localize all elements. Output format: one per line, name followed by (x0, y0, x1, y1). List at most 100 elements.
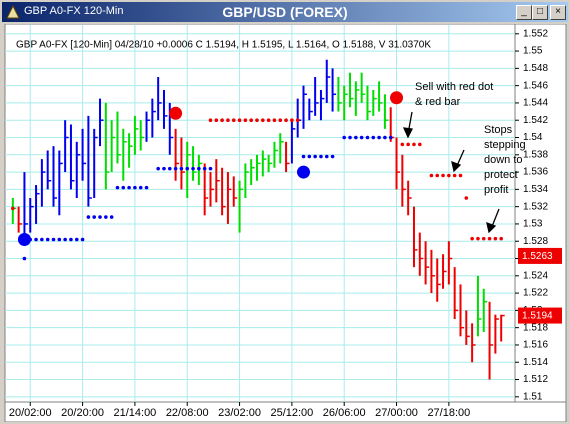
stop-dot (406, 142, 410, 147)
stop-dot (295, 118, 300, 123)
y-tick-label: 1.546 (523, 80, 548, 91)
time-axis (4, 401, 567, 422)
stop-dot (92, 215, 97, 219)
price-marker-label: 1.5263 (522, 251, 553, 262)
stop-dot (365, 135, 370, 140)
x-tick-label: 21/14:00 (113, 407, 156, 419)
y-tick-label: 1.542 (523, 115, 548, 126)
stop-dot (208, 166, 213, 171)
stop-dot (301, 154, 306, 159)
stop-dot (138, 185, 143, 190)
stop-dot (104, 215, 108, 219)
y-tick-label: 1.538 (523, 149, 548, 160)
stop-dot (435, 173, 440, 178)
stop-dot (290, 118, 294, 123)
stop-dot (127, 185, 131, 190)
stop-dot (173, 166, 178, 171)
x-tick-label: 27/00:00 (375, 407, 418, 419)
stop-dot (272, 118, 277, 123)
x-tick-label: 20/20:00 (61, 407, 104, 419)
stop-dot (261, 118, 265, 123)
minimize-button[interactable]: _ (516, 5, 532, 20)
stop-dot (144, 185, 149, 190)
y-tick-label: 1.548 (523, 63, 548, 74)
stop-dot (121, 185, 126, 190)
y-tick-label: 1.552 (523, 28, 548, 39)
annotation: protect (484, 169, 518, 181)
stop-dot (191, 166, 195, 171)
stop-dot (348, 135, 352, 140)
stop-dot (371, 135, 376, 140)
y-tick-label: 1.544 (523, 98, 548, 109)
window-title: GBP A0-FX 120-Min (24, 5, 124, 17)
stop-dot (226, 118, 230, 123)
stop-dot (162, 166, 166, 171)
annotation: down to (484, 154, 523, 166)
stop-dot (476, 236, 480, 241)
price-axis (514, 24, 567, 403)
stop-dot (185, 166, 190, 171)
stop-dot (86, 215, 91, 219)
stop-dot (255, 118, 259, 123)
stop-dot (470, 236, 474, 241)
x-tick-label: 22/08:00 (166, 407, 209, 419)
stop-dot (179, 166, 184, 171)
close-button[interactable]: × (550, 5, 566, 20)
stop-dot (400, 142, 405, 147)
plot-area (4, 24, 516, 403)
stop-dot (63, 237, 67, 242)
stop-dot (319, 154, 323, 159)
stop-dot (354, 135, 358, 140)
stop-dot (458, 173, 463, 178)
stop-dot (156, 166, 160, 171)
stop-dot (80, 237, 85, 242)
y-tick-label: 1.51 (523, 391, 543, 402)
annotation: Sell with red dot (415, 81, 493, 93)
arrows (402, 111, 500, 234)
stop-dot (22, 256, 27, 261)
x-tick-label: 25/12:00 (270, 407, 313, 419)
y-tick-label: 1.534 (523, 184, 548, 195)
stop-dot (464, 196, 469, 200)
stop-dot (307, 154, 312, 159)
stop-dot (417, 142, 422, 147)
stop-dot (377, 135, 381, 140)
stop-dot (57, 237, 62, 242)
stop-dot (412, 142, 416, 147)
x-tick-label: 20/02:00 (9, 407, 52, 419)
stop-dot (499, 236, 503, 241)
stop-dot (481, 236, 486, 241)
stop-dot (11, 206, 15, 211)
app-icon (6, 4, 20, 19)
stop-dot (383, 135, 387, 140)
stop-dot (74, 237, 79, 242)
stop-dot (98, 215, 102, 219)
stop-dot (429, 173, 434, 178)
price-marker (518, 307, 562, 324)
stop-dot (202, 166, 207, 171)
stop-dot (34, 237, 38, 242)
y-tick-label: 1.532 (523, 201, 548, 212)
signal-dot (17, 232, 31, 246)
annotation: Stops (484, 124, 513, 136)
stop-dot (133, 185, 137, 190)
stop-dot (278, 118, 283, 123)
stop-dot (441, 173, 445, 178)
signal-dot (169, 106, 183, 120)
stop-dot (231, 118, 236, 123)
signal-dot (297, 165, 311, 179)
stop-dot (237, 118, 242, 123)
y-tick-label: 1.522 (523, 288, 548, 299)
y-tick-label: 1.516 (523, 340, 548, 351)
maximize-button[interactable]: □ (532, 5, 548, 20)
x-tick-label: 23/02:00 (218, 407, 261, 419)
chart-title: GBP/USD (FOREX) (222, 4, 348, 20)
stop-dot (313, 154, 317, 159)
stop-dot (167, 166, 172, 171)
stop-dot (208, 118, 213, 123)
stop-dot (493, 236, 498, 241)
stop-dot (284, 118, 288, 123)
stop-dot (220, 118, 224, 123)
stop-dot (330, 154, 335, 159)
